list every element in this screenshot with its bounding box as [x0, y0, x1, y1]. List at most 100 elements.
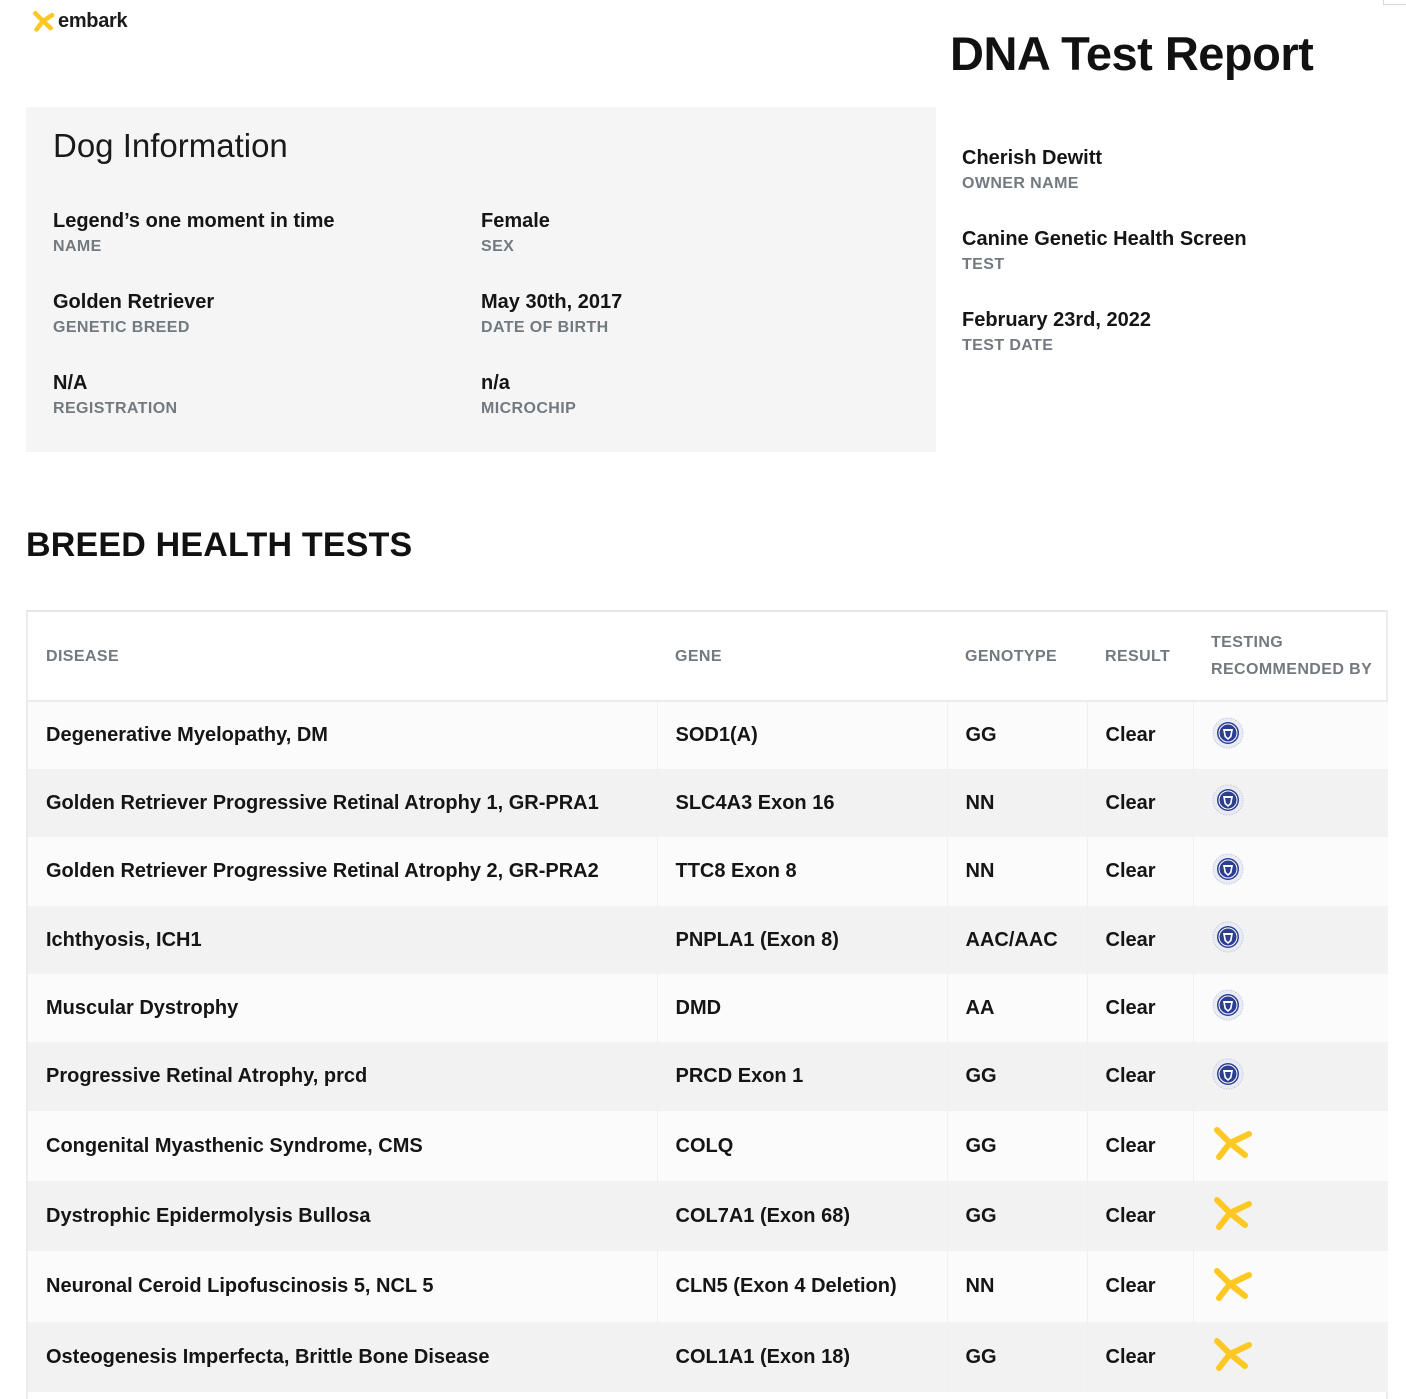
gene-cell: SOD1(A) [656, 701, 947, 769]
disease-cell: Neuronal Ceroid Lipofuscinosis 5, NCL 5 [46, 1275, 434, 1297]
recommended-by-cell [1192, 1322, 1388, 1392]
recommended-by-cell [1192, 1042, 1388, 1111]
embark-logo-icon [1212, 1265, 1256, 1309]
breed-health-table-container: DISEASE GENE GENOTYPE RESULT TESTING RECO… [26, 610, 1388, 1399]
owner-name-value: Cherish Dewitt [962, 147, 1103, 169]
dog-breed-value: Golden Retriever [53, 291, 215, 313]
dog-dob-value: May 30th, 2017 [481, 291, 623, 313]
test-date-field: February 23rd, 2022 TEST DATE [962, 307, 1151, 356]
genotype-cell: NN [946, 769, 1087, 837]
dog-breed-label: GENETIC BREED [53, 319, 190, 336]
gene-cell: PRCD Exon 1 [656, 1042, 947, 1111]
column-header-result: RESULT [1087, 612, 1193, 702]
gene-cell: CLN5 (Exon 4 Deletion) [656, 1251, 947, 1322]
disease-cell: Progressive Retinal Atrophy, prcd [46, 1065, 368, 1087]
table-row: Neuronal Ceroid Lipofuscinosis 5, NCL 5 C… [28, 1251, 1388, 1322]
disease-cell: Dystrophic Epidermolysis Bullosa [46, 1204, 371, 1227]
ofa-seal-icon [1212, 784, 1244, 822]
result-cell: Clear [1086, 974, 1193, 1042]
genotype-cell: GG [946, 1181, 1087, 1251]
test-value: Canine Genetic Health Screen [962, 228, 1247, 250]
recommended-by-cell [1192, 1111, 1388, 1181]
table-row: Osteogenesis Imperfecta, Brittle Bone Di… [28, 1322, 1388, 1392]
breed-health-table: DISEASE GENE GENOTYPE RESULT TESTING RECO… [28, 612, 1388, 1392]
dog-information-panel: Dog Information Legend’s one moment in t… [26, 107, 936, 452]
ofa-seal-icon [1212, 921, 1244, 959]
ofa-seal-icon [1212, 717, 1244, 755]
testing-header-line1: TESTING [1211, 634, 1284, 651]
test-label: TEST [962, 256, 1005, 273]
disease-cell: Ichthyosis, ICH1 [46, 928, 202, 951]
dog-registration-field: N/A REGISTRATION [53, 370, 178, 419]
disease-cell: Golden Retriever Progressive Retinal Atr… [46, 860, 599, 882]
table-row: Golden Retriever Progressive Retinal Atr… [28, 837, 1388, 906]
gene-cell: TTC8 Exon 8 [656, 837, 947, 906]
ofa-seal-icon [1212, 853, 1244, 891]
recommended-by-cell [1192, 701, 1388, 769]
embark-logo-icon [32, 10, 55, 32]
column-header-testing-recommended-by: TESTING RECOMMENDED BY [1193, 612, 1388, 702]
result-cell: Clear [1086, 837, 1193, 906]
disease-cell: Congenital Myasthenic Syndrome, CMS [46, 1134, 423, 1157]
dog-information-title: Dog Information [53, 127, 288, 164]
column-header-gene: GENE [657, 612, 947, 702]
gene-cell: PNPLA1 (Exon 8) [656, 906, 947, 974]
disease-cell: Golden Retriever Progressive Retinal Atr… [46, 791, 599, 814]
logo-text: embark [58, 9, 128, 32]
dog-name-label: NAME [53, 238, 102, 255]
dog-breed-field: Golden Retriever GENETIC BREED [53, 289, 214, 338]
table-row: Golden Retriever Progressive Retinal Atr… [28, 769, 1388, 837]
embark-logo[interactable]: embark [30, 8, 128, 34]
genotype-cell: NN [946, 837, 1087, 906]
genotype-cell: GG [946, 1111, 1087, 1181]
breed-health-tests-title: BREED HEALTH TESTS [26, 526, 413, 564]
table-row: Congenital Myasthenic Syndrome, CMS COLQ G… [28, 1111, 1388, 1181]
genotype-cell: GG [946, 1322, 1087, 1392]
table-row: Muscular Dystrophy DMD AA Clear [28, 974, 1388, 1042]
test-date-value: February 23rd, 2022 [962, 309, 1151, 331]
genotype-cell: AAC/AAC [946, 906, 1087, 974]
genotype-cell: AA [946, 974, 1087, 1042]
dog-sex-label: SEX [481, 238, 515, 255]
dog-name-field: Legend’s one moment in time NAME [53, 208, 335, 257]
table-row: Dystrophic Epidermolysis Bullosa COL7A1 (… [28, 1181, 1388, 1251]
table-row: Progressive Retinal Atrophy, prcd PRCD Ex… [28, 1042, 1388, 1111]
dog-registration-value: N/A [53, 372, 88, 394]
embark-logo-icon [1212, 1194, 1256, 1238]
gene-cell: COLQ [656, 1111, 947, 1181]
testing-header-line2: RECOMMENDED BY [1211, 661, 1373, 678]
recommended-by-cell [1192, 974, 1388, 1042]
dog-name-value: Legend’s one moment in time [53, 210, 335, 232]
result-cell: Clear [1086, 1322, 1193, 1392]
gene-cell: SLC4A3 Exon 16 [656, 769, 947, 837]
disease-cell: Muscular Dystrophy [46, 996, 239, 1019]
genotype-cell: GG [946, 701, 1087, 769]
table-header-row: DISEASE GENE GENOTYPE RESULT TESTING RECO… [28, 612, 1388, 702]
recommended-by-cell [1192, 1181, 1388, 1251]
result-cell: Clear [1086, 1181, 1193, 1251]
dog-sex-field: Female SEX [481, 208, 550, 257]
gene-cell: COL7A1 (Exon 68) [656, 1181, 947, 1251]
table-row: Ichthyosis, ICH1 PNPLA1 (Exon 8) AAC/AAC Cl… [28, 906, 1388, 974]
genotype-cell: NN [946, 1251, 1087, 1322]
dog-sex-value: Female [481, 210, 550, 232]
recommended-by-cell [1192, 1251, 1388, 1322]
dog-microchip-value: n/a [481, 372, 510, 394]
result-cell: Clear [1086, 906, 1193, 974]
recommended-by-cell [1192, 837, 1388, 906]
table-row: Degenerative Myelopathy, DM SOD1(A) GG Clea… [28, 701, 1388, 769]
report-title: DNA Test Report [950, 27, 1314, 80]
result-cell: Clear [1086, 1111, 1193, 1181]
table-body: Degenerative Myelopathy, DM SOD1(A) GG Clea… [28, 701, 1388, 1392]
gene-cell: COL1A1 (Exon 18) [656, 1322, 947, 1392]
owner-name-label: OWNER NAME [962, 175, 1079, 192]
test-field: Canine Genetic Health Screen TEST [962, 226, 1247, 275]
dog-microchip-field: n/a MICROCHIP [481, 370, 576, 419]
recommended-by-cell [1192, 769, 1388, 837]
test-date-label: TEST DATE [962, 337, 1054, 354]
genotype-cell: GG [946, 1042, 1087, 1111]
dog-dob-field: May 30th, 2017 DATE OF BIRTH [481, 289, 622, 338]
dog-registration-label: REGISTRATION [53, 400, 178, 417]
embark-logo-icon [1212, 1335, 1256, 1379]
dog-microchip-label: MICROCHIP [481, 400, 577, 417]
